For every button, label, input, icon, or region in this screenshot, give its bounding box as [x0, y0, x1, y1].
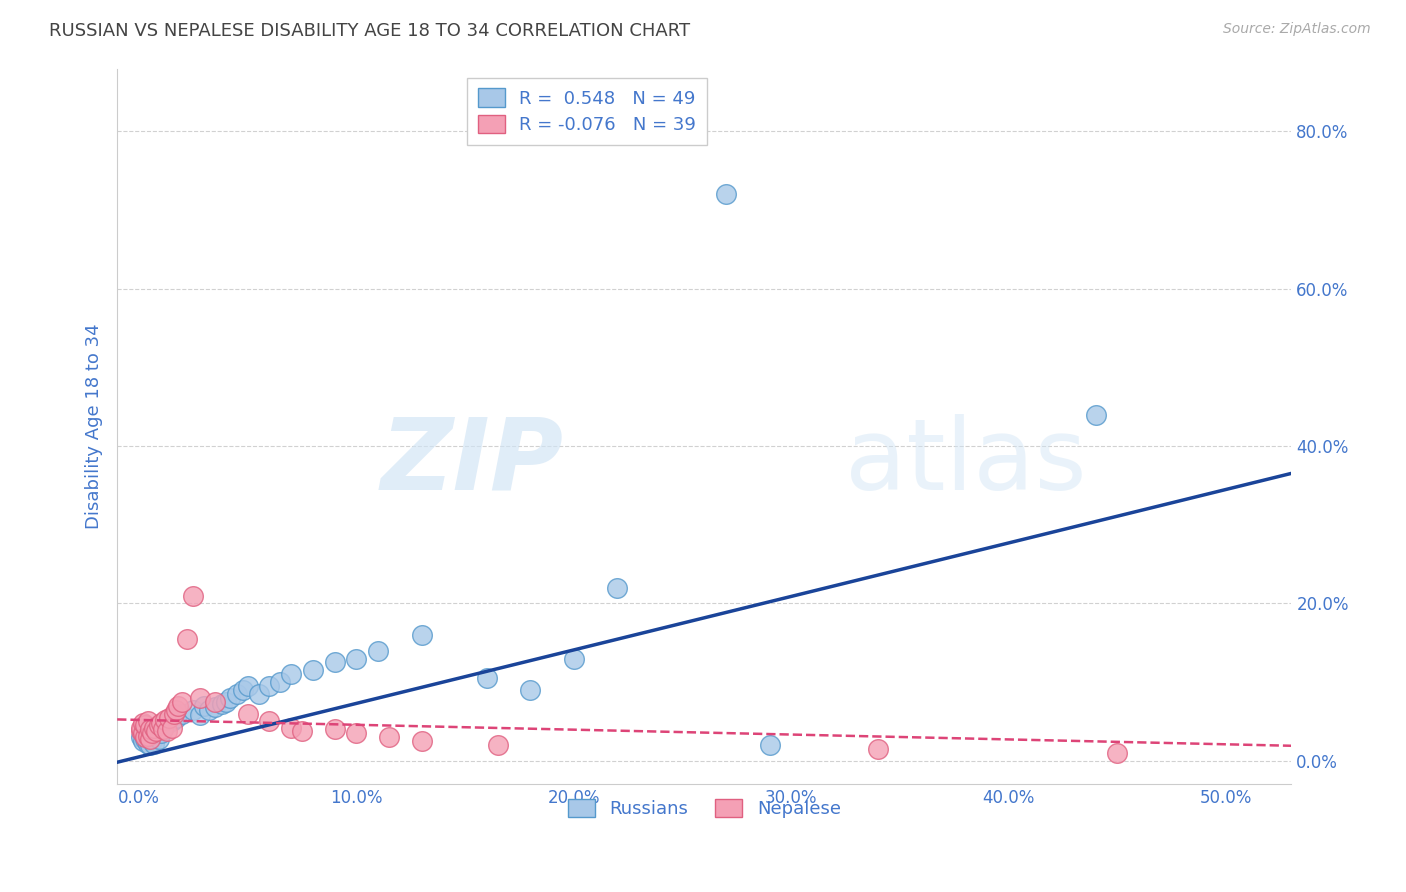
- Point: [344, 651, 367, 665]
- Point: [136, 723, 159, 738]
- Point: [411, 628, 433, 642]
- Point: [323, 723, 346, 737]
- Point: [132, 726, 155, 740]
- Point: [139, 730, 162, 744]
- Point: [181, 703, 204, 717]
- Point: [157, 710, 180, 724]
- Point: [143, 726, 166, 740]
- Point: [139, 723, 162, 737]
- Point: [204, 695, 226, 709]
- Point: [236, 679, 259, 693]
- Text: ZIP: ZIP: [381, 414, 564, 511]
- Point: [139, 738, 162, 752]
- Point: [141, 726, 163, 740]
- Text: RUSSIAN VS NEPALESE DISABILITY AGE 18 TO 34 CORRELATION CHART: RUSSIAN VS NEPALESE DISABILITY AGE 18 TO…: [49, 22, 690, 40]
- Point: [367, 643, 389, 657]
- Point: [219, 690, 242, 705]
- Point: [129, 721, 152, 735]
- Point: [132, 734, 155, 748]
- Point: [562, 651, 585, 665]
- Point: [165, 703, 187, 717]
- Text: atlas: atlas: [845, 414, 1087, 511]
- Point: [167, 698, 190, 713]
- Point: [149, 726, 172, 740]
- Point: [302, 664, 325, 678]
- Point: [197, 703, 219, 717]
- Point: [378, 730, 401, 744]
- Point: [868, 742, 890, 756]
- Point: [188, 708, 211, 723]
- Point: [149, 716, 172, 731]
- Point: [204, 700, 226, 714]
- Point: [160, 714, 183, 729]
- Point: [475, 671, 498, 685]
- Point: [758, 738, 780, 752]
- Point: [132, 726, 155, 740]
- Point: [145, 721, 167, 735]
- Point: [139, 731, 162, 746]
- Point: [344, 726, 367, 740]
- Point: [143, 721, 166, 735]
- Point: [193, 698, 215, 713]
- Point: [129, 723, 152, 738]
- Point: [141, 723, 163, 737]
- Point: [163, 706, 186, 721]
- Point: [188, 690, 211, 705]
- Point: [132, 716, 155, 731]
- Point: [280, 667, 302, 681]
- Point: [411, 734, 433, 748]
- Point: [606, 581, 628, 595]
- Point: [134, 731, 156, 746]
- Legend: Russians, Nepalese: Russians, Nepalese: [561, 792, 848, 825]
- Point: [152, 723, 174, 737]
- Point: [1107, 746, 1129, 760]
- Point: [134, 729, 156, 743]
- Point: [269, 675, 291, 690]
- Point: [259, 679, 281, 693]
- Point: [136, 729, 159, 743]
- Point: [236, 706, 259, 721]
- Point: [225, 687, 247, 701]
- Point: [129, 730, 152, 744]
- Point: [172, 695, 194, 709]
- Point: [134, 730, 156, 744]
- Point: [160, 721, 183, 735]
- Point: [136, 714, 159, 729]
- Point: [148, 718, 170, 732]
- Point: [176, 632, 198, 646]
- Point: [486, 738, 509, 752]
- Point: [165, 710, 187, 724]
- Point: [156, 723, 179, 738]
- Point: [1084, 408, 1107, 422]
- Point: [259, 714, 281, 729]
- Point: [215, 695, 238, 709]
- Point: [134, 718, 156, 732]
- Point: [153, 718, 176, 732]
- Point: [172, 706, 194, 721]
- Point: [323, 656, 346, 670]
- Point: [211, 697, 233, 711]
- Point: [280, 721, 302, 735]
- Point: [232, 683, 254, 698]
- Point: [143, 737, 166, 751]
- Point: [148, 731, 170, 746]
- Point: [152, 723, 174, 737]
- Y-axis label: Disability Age 18 to 34: Disability Age 18 to 34: [86, 324, 103, 529]
- Point: [156, 716, 179, 731]
- Point: [145, 723, 167, 738]
- Point: [714, 187, 737, 202]
- Point: [153, 713, 176, 727]
- Point: [247, 687, 270, 701]
- Point: [141, 734, 163, 748]
- Point: [291, 723, 314, 738]
- Text: Source: ZipAtlas.com: Source: ZipAtlas.com: [1223, 22, 1371, 37]
- Point: [181, 589, 204, 603]
- Point: [519, 683, 541, 698]
- Point: [136, 737, 159, 751]
